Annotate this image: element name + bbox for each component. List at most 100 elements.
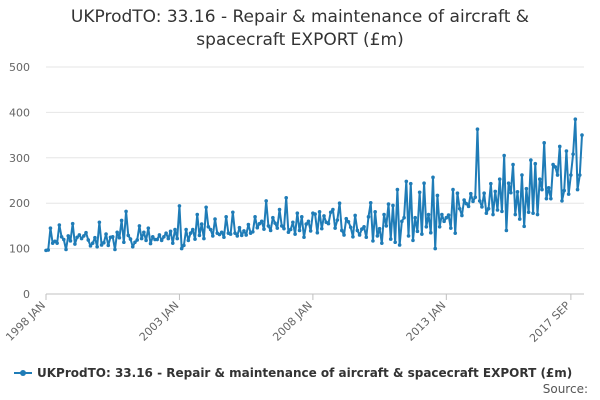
data-point — [253, 215, 257, 219]
data-point — [97, 220, 102, 225]
data-point — [344, 216, 349, 221]
data-point — [244, 233, 248, 237]
data-point — [546, 185, 551, 190]
data-point — [110, 235, 115, 239]
data-point — [542, 141, 546, 145]
data-point — [520, 173, 524, 177]
data-point — [73, 242, 77, 246]
data-point — [348, 225, 353, 230]
data-point — [164, 231, 168, 235]
data-point — [509, 190, 513, 195]
chart-title: UKProdTO: 33.16 - Repair & maintenance o… — [0, 6, 600, 52]
data-point — [360, 227, 364, 231]
data-point — [175, 236, 180, 241]
data-point — [77, 233, 82, 237]
data-point — [522, 224, 526, 229]
data-point — [557, 144, 562, 149]
data-point — [404, 179, 409, 184]
data-point — [384, 224, 389, 228]
data-point — [106, 243, 111, 248]
data-point — [251, 230, 255, 234]
data-point — [529, 158, 533, 162]
data-point — [182, 243, 186, 248]
data-point — [202, 236, 206, 241]
data-point — [466, 204, 471, 209]
y-tick-label: 200 — [9, 197, 30, 210]
data-point — [564, 149, 569, 153]
data-point — [179, 246, 184, 251]
data-point — [124, 209, 128, 214]
data-point — [313, 212, 317, 216]
data-point — [291, 220, 295, 225]
data-point — [206, 225, 211, 229]
data-point — [295, 211, 300, 215]
data-point — [222, 235, 226, 240]
data-point — [393, 240, 397, 245]
data-point — [469, 191, 473, 196]
data-point — [491, 212, 495, 217]
data-point — [186, 238, 191, 243]
y-tick-label: 500 — [9, 61, 30, 74]
data-point — [533, 161, 538, 166]
data-point — [549, 196, 553, 201]
data-point — [477, 199, 482, 203]
data-point — [75, 235, 79, 240]
y-tick-label: 300 — [9, 152, 30, 165]
data-point — [195, 212, 200, 217]
data-point — [355, 228, 360, 233]
data-point — [328, 210, 333, 215]
data-point — [415, 229, 420, 234]
data-point — [364, 235, 369, 240]
data-point — [199, 222, 204, 226]
data-point — [275, 226, 280, 230]
data-point — [59, 235, 64, 239]
data-point — [166, 236, 171, 241]
data-point — [88, 244, 93, 248]
data-point — [259, 219, 264, 224]
data-point — [293, 232, 297, 236]
data-point — [277, 207, 282, 212]
data-point — [326, 221, 331, 226]
data-point — [506, 181, 511, 186]
data-point — [190, 227, 195, 232]
data-point — [99, 243, 104, 247]
data-point — [184, 227, 188, 232]
data-point — [575, 187, 580, 192]
data-point — [282, 226, 286, 231]
data-point — [126, 233, 131, 238]
x-tick-label: 1998 JAN — [3, 299, 48, 344]
data-point — [406, 234, 411, 238]
data-point — [144, 238, 148, 243]
legend[interactable]: UKProdTO: 33.16 - Repair & maintenance o… — [14, 366, 572, 380]
data-point — [113, 247, 117, 252]
data-point — [502, 153, 506, 158]
data-point — [331, 207, 335, 212]
data-point — [333, 226, 337, 230]
data-point — [286, 230, 291, 235]
x-tick-label: 2013 JAN — [404, 299, 449, 344]
data-point — [217, 232, 222, 237]
data-point — [304, 222, 309, 226]
data-point — [231, 210, 235, 215]
data-point — [446, 213, 451, 217]
data-point — [353, 213, 357, 218]
data-point — [93, 235, 97, 240]
data-point — [471, 199, 475, 204]
data-point — [420, 232, 424, 236]
data-point — [55, 241, 59, 245]
data-point — [284, 195, 289, 200]
data-point — [115, 230, 119, 235]
data-point — [486, 206, 491, 211]
data-point — [133, 240, 137, 245]
data-point — [402, 215, 406, 220]
data-point — [104, 232, 108, 236]
data-point — [448, 226, 453, 230]
data-point — [462, 198, 466, 202]
data-point — [440, 212, 444, 217]
data-point — [177, 204, 182, 208]
data-point — [239, 233, 244, 238]
data-point — [395, 187, 400, 192]
data-point — [271, 215, 275, 220]
data-point — [257, 221, 262, 226]
